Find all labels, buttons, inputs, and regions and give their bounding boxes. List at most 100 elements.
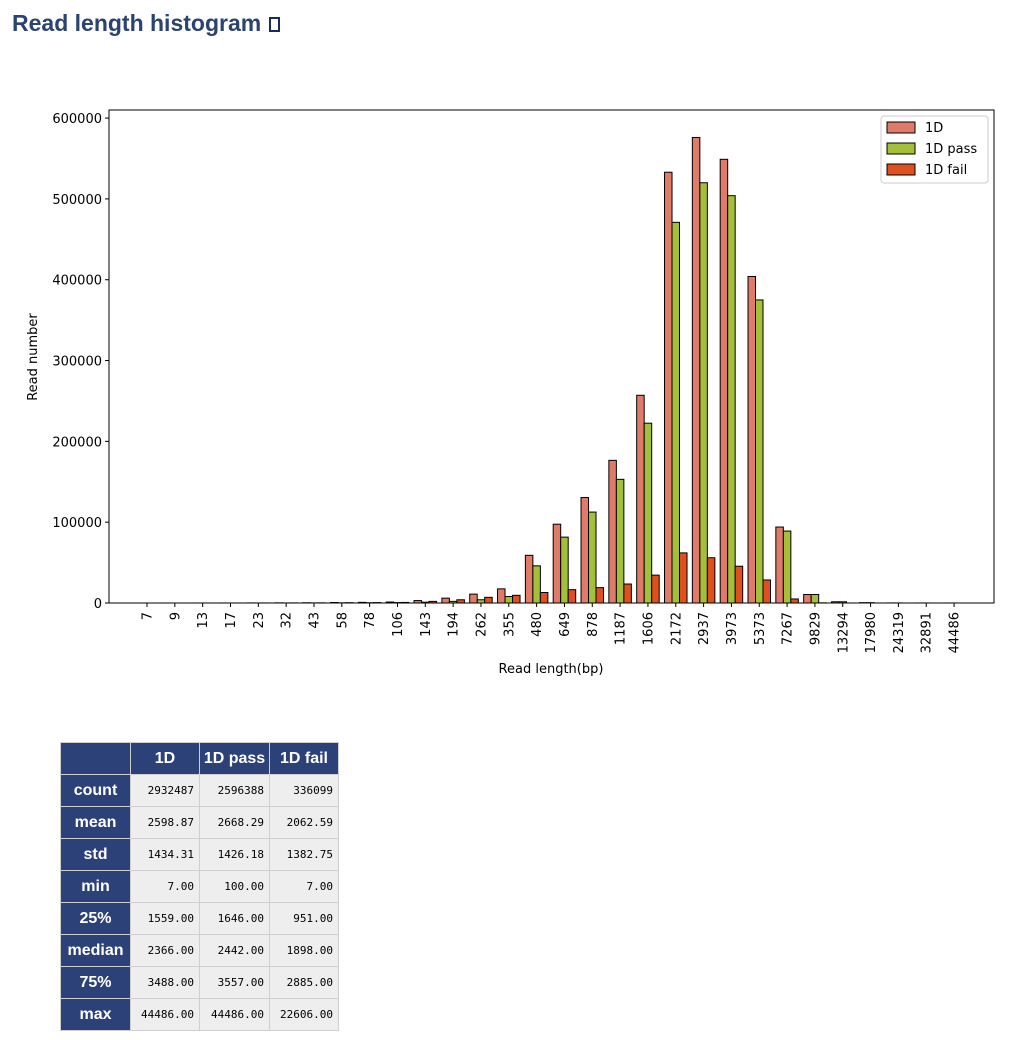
x-tick-label: 7267: [781, 612, 796, 645]
stats-cell: 44486.00: [199, 998, 270, 1031]
x-tick-label: 2172: [669, 612, 684, 645]
y-tick-label: 100000: [52, 516, 102, 531]
read-length-histogram-chart: 0 100000 200000 300000 400000 500000 600000 7 9 1…: [26, 109, 995, 677]
bar-1d-fail-355: [512, 594, 521, 604]
x-tick-label: 13: [196, 612, 211, 629]
page-title-text: Read length histogram: [12, 10, 262, 36]
bar-1d-pass-355: [504, 596, 514, 604]
stats-cell: 3488.00: [130, 966, 200, 999]
legend-swatch-1d: [886, 121, 916, 134]
x-tick-label: 2937: [697, 612, 712, 645]
x-tick-label: 194: [447, 612, 462, 637]
bar-1d-3973: [719, 158, 729, 604]
bar-1d-2937: [691, 136, 701, 604]
stats-cell: 2885.00: [269, 966, 339, 999]
stats-cell: 2668.29: [199, 806, 270, 839]
x-axis-label: Read length(bp): [499, 662, 604, 677]
stats-cell: 336099: [269, 774, 339, 807]
anchor-icon[interactable]: [269, 17, 281, 32]
bar-1d-fail-878: [595, 587, 605, 604]
x-tick-label: 143: [419, 612, 434, 637]
bar-1d-fail-2937: [706, 557, 716, 604]
y-tick-label: 300000: [52, 355, 102, 370]
bar-1d-pass-2937: [699, 182, 708, 604]
legend-label-1d: 1D: [925, 121, 943, 136]
x-tick-label: 878: [586, 612, 601, 637]
stats-row-label: 75%: [60, 966, 131, 999]
stats-corner-cell: [60, 742, 131, 775]
bar-1d-355: [497, 588, 506, 604]
stats-row-label: mean: [60, 806, 131, 839]
bar-1d-fail-649: [567, 589, 577, 604]
stats-table: 1D 1D pass 1D fail count 2932487 2596388…: [60, 742, 339, 1031]
x-tick-label: 649: [558, 612, 573, 637]
x-tick-label: 43: [307, 612, 322, 629]
bar-1d-5373: [747, 275, 757, 604]
y-tick-label: 0: [94, 597, 102, 612]
x-tick-label: 5373: [753, 612, 768, 645]
stats-cell: 100.00: [199, 870, 270, 903]
bar-1d-pass-5373: [755, 299, 764, 604]
bar-1d-pass-3973: [727, 195, 736, 604]
y-tick-label: 600000: [52, 112, 102, 127]
x-tick-label: 17980: [864, 612, 879, 653]
bar-1d-fail-1187: [623, 583, 632, 604]
bar-1d-pass-1606: [643, 422, 653, 604]
x-tick-label: 78: [363, 612, 378, 629]
stats-row-std: std 1434.31 1426.18 1382.75: [60, 838, 339, 871]
stats-cell: 2932487: [130, 774, 200, 807]
x-tick-label: 480: [530, 612, 545, 637]
stats-row-25: 25% 1559.00 1646.00 951.00: [60, 902, 339, 935]
stats-row-label: min: [60, 870, 131, 903]
stats-cell: 2366.00: [130, 934, 200, 967]
bar-1d-fail-5373: [762, 579, 772, 604]
stats-cell: 1898.00: [269, 934, 339, 967]
bars-layer: [163, 136, 959, 604]
stats-cell: 1382.75: [269, 838, 339, 871]
y-tick-label: 400000: [52, 274, 102, 289]
stats-row-label: max: [60, 998, 131, 1031]
stats-row-label: count: [60, 774, 131, 807]
stats-cell: 7.00: [269, 870, 339, 903]
bar-1d-fail-2172: [679, 552, 688, 604]
bar-1d-194: [441, 597, 450, 604]
x-tick-label: 24319: [892, 612, 907, 653]
bar-1d-fail-3973: [734, 565, 744, 604]
bar-1d-pass-1187: [615, 478, 625, 604]
bar-1d-pass-9829: [810, 594, 820, 604]
y-tick-label: 200000: [52, 435, 102, 450]
y-tick-label: 500000: [52, 193, 102, 208]
page-title: Read length histogram: [12, 10, 281, 37]
stats-row-label: 25%: [60, 902, 131, 935]
x-tick-label: 58: [335, 612, 350, 629]
bar-1d-2172: [664, 171, 673, 604]
stats-col-header: 1D fail: [269, 742, 339, 775]
x-tick-label: 355: [502, 612, 517, 637]
stats-cell: 44486.00: [130, 998, 200, 1031]
legend-swatch-1d-fail: [886, 163, 916, 176]
stats-cell: 2442.00: [199, 934, 270, 967]
legend-label-1d-fail: 1D fail: [925, 163, 967, 178]
bar-1d-pass-2172: [671, 221, 681, 604]
stats-cell: 1434.31: [130, 838, 200, 871]
stats-cell: 2062.59: [269, 806, 339, 839]
x-tick-label: 32: [280, 612, 295, 629]
x-tick-label: 13294: [836, 612, 851, 653]
bar-1d-fail-1606: [651, 574, 660, 604]
stats-cell: 2596388: [199, 774, 270, 807]
stats-cell: 1426.18: [199, 838, 270, 871]
x-tick-label: 9829: [808, 612, 823, 645]
y-axis-label: Read number: [26, 313, 41, 401]
bar-1d-649: [552, 523, 562, 604]
bar-1d-480: [524, 554, 534, 604]
x-tick-label: 3973: [725, 612, 740, 645]
stats-row-75: 75% 3488.00 3557.00 2885.00: [60, 966, 339, 999]
stats-row-label: std: [60, 838, 131, 871]
stats-header-row: 1D 1D pass 1D fail: [60, 742, 339, 775]
stats-row-mean: mean 2598.87 2668.29 2062.59: [60, 806, 339, 839]
x-tick-label: 106: [391, 612, 406, 637]
stats-cell: 2598.87: [130, 806, 200, 839]
bar-1d-262: [469, 593, 478, 604]
stats-cell: 951.00: [269, 902, 339, 935]
bar-1d-7267: [775, 526, 784, 604]
